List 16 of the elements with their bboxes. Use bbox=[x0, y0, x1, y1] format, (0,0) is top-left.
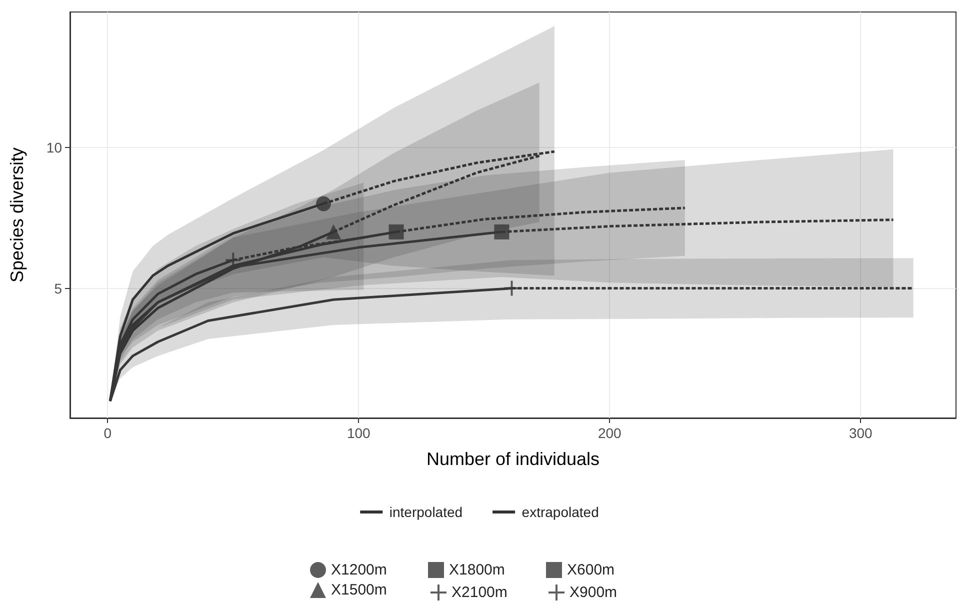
x-axis-title: Number of individuals bbox=[426, 449, 600, 469]
legend-label: X1500m bbox=[331, 582, 387, 598]
legend-label: X1200m bbox=[331, 562, 387, 578]
legend-label: X1800m bbox=[449, 562, 505, 578]
legend-label: interpolated bbox=[389, 504, 463, 520]
x-tick-label: 0 bbox=[104, 425, 112, 441]
y-axis-title: Species diversity bbox=[7, 147, 27, 283]
legend-label: X2100m bbox=[452, 584, 508, 601]
legend-label: X600m bbox=[567, 562, 615, 578]
y-tick-label: 10 bbox=[46, 139, 62, 156]
legend-label: X900m bbox=[570, 584, 618, 601]
x-tick-label: 100 bbox=[346, 425, 371, 441]
legend-label: extrapolated bbox=[522, 504, 599, 520]
y-tick-label: 5 bbox=[54, 280, 62, 296]
x-tick-label: 200 bbox=[598, 425, 622, 441]
x-tick-label: 300 bbox=[848, 425, 873, 441]
